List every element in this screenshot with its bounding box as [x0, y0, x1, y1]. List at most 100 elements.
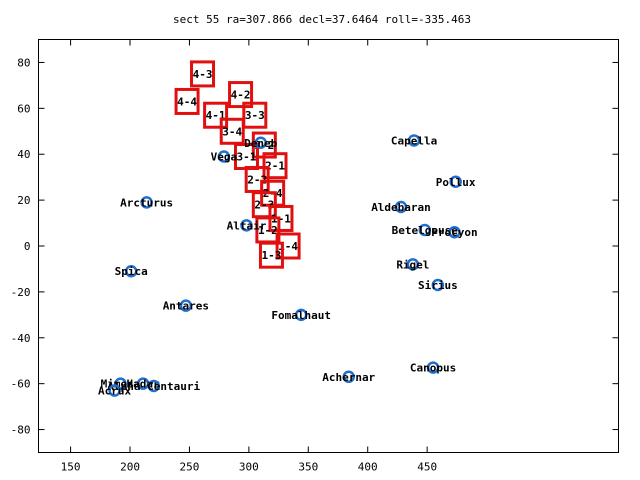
star-label: Altair: [227, 219, 267, 232]
sector-box-outline: [262, 152, 288, 180]
axes: 150 200 250 300 350 400 450 -80 -60 -40 -20 0 20 40 60…: [11, 39, 619, 474]
star-marker: [294, 308, 308, 322]
sector-box-outline: [275, 232, 301, 260]
sector-label: 1-1: [271, 212, 291, 225]
sector-label: 1-2: [258, 224, 278, 237]
sector-box-outline: [219, 117, 245, 145]
y-tick-label: 20: [17, 194, 30, 207]
star-point: Acrux: [98, 384, 131, 398]
star-label: Antares: [163, 300, 209, 313]
star-marker: [147, 379, 161, 393]
star-point: Rigel: [396, 258, 429, 271]
sector-box: 3-3: [242, 101, 268, 129]
star-marker: [418, 223, 432, 237]
y-tick-label: -60: [11, 378, 31, 391]
x-tick-label: 250: [180, 461, 200, 474]
star-label: Capella: [391, 134, 437, 147]
star-point: Spica: [115, 264, 148, 278]
y-tick-label: 60: [17, 102, 30, 115]
star-point: Alpha Centauri: [107, 379, 201, 393]
sector-label: 4-4: [177, 95, 197, 108]
star-marker: [217, 150, 231, 163]
star-point: Vega: [211, 150, 238, 164]
star-label: Sirius: [418, 279, 458, 292]
y-tick-label: 0: [24, 240, 31, 253]
y-tick-label: 40: [17, 148, 30, 161]
star-point: Altair: [227, 219, 267, 232]
star-label: Betelgeuse: [392, 224, 459, 237]
sector-label: 2-1: [265, 160, 285, 173]
sector-box-outline: [258, 241, 284, 269]
star-point: Pollux: [436, 175, 476, 189]
sector-box-outline: [190, 60, 216, 88]
x-tick-label: 350: [298, 461, 318, 474]
star-point: Achernar: [322, 370, 376, 384]
star-marker: [108, 384, 121, 397]
star-point: Arcturus: [120, 196, 173, 209]
sector-label: 4-3: [193, 68, 213, 81]
star-marker: [140, 196, 153, 209]
star-label: Spica: [115, 265, 148, 278]
star-marker: [240, 219, 253, 232]
x-tick-label: 300: [239, 461, 259, 474]
x-tick-label: 200: [120, 461, 140, 474]
star-marker: [124, 264, 138, 278]
star-marker: [431, 278, 445, 292]
star-point: Betelgeuse: [392, 223, 459, 237]
star-point: Procyon: [431, 225, 478, 239]
star-point: Capella: [391, 134, 437, 147]
sector-box: 3-4: [219, 117, 245, 145]
star-marker: [406, 258, 420, 271]
sector-box-outline: [203, 101, 229, 129]
sector-label: 3-3: [245, 109, 265, 122]
star-marker: [342, 370, 355, 384]
y-tick-label: -20: [11, 286, 31, 299]
star-label: Vega: [211, 151, 238, 164]
star-marker: [179, 299, 193, 312]
sector-box: 4-4: [174, 87, 200, 115]
sector-label: 4-2: [231, 89, 251, 102]
y-tick-label: -40: [11, 332, 31, 345]
star-label: Rigel: [396, 258, 429, 271]
sector-label: 1-3: [262, 249, 282, 262]
sector-boxes: 4-34-24-44-1 3-33-43-23-12-12-22-42-31-11…: [174, 60, 301, 269]
sector-box: 4-2: [228, 81, 254, 109]
star-marker: [426, 361, 440, 374]
sector-box-outline: [228, 81, 254, 109]
star-point: Fomalhaut: [271, 308, 331, 322]
star-point: Aldebaran: [371, 200, 431, 214]
star-label: Fomalhaut: [271, 309, 331, 322]
star-label: Alpha Centauri: [107, 380, 200, 393]
star-label: Procyon: [431, 226, 477, 239]
star-label: Deneb: [244, 137, 277, 150]
star-label: Canopus: [410, 362, 456, 375]
star-marker: [449, 175, 462, 189]
sector-label: 3-1: [237, 151, 257, 164]
chart-title: sect 55 ra=307.866 decl=37.6464 roll=-33…: [173, 13, 471, 26]
x-tick-label: 450: [417, 461, 437, 474]
star-point: Sirius: [418, 278, 458, 292]
star-point: Deneb: [244, 136, 278, 150]
star-label: Achernar: [322, 371, 375, 384]
star-point: Canopus: [410, 361, 456, 375]
star-label: Acrux: [98, 385, 131, 398]
sector-box-outline: [242, 101, 268, 129]
x-tick-label: 400: [358, 461, 378, 474]
y-tick-label: -80: [11, 424, 31, 437]
star-label: Arcturus: [120, 196, 173, 209]
star-marker: [407, 134, 421, 147]
star-label: Pollux: [436, 176, 476, 189]
sector-box: 4-1: [203, 101, 229, 129]
y-tick-label: 80: [17, 56, 30, 69]
star-marker: [254, 136, 268, 149]
sector-box: 1-3: [258, 241, 284, 269]
star-marker: [448, 225, 461, 239]
star-label: Aldebaran: [371, 201, 431, 214]
x-tick-label: 150: [61, 461, 81, 474]
sector-box: 2-1: [262, 152, 288, 180]
sector-box-outline: [174, 87, 200, 115]
sector-label: 3-4: [222, 125, 242, 138]
star-point: Antares: [163, 299, 209, 313]
